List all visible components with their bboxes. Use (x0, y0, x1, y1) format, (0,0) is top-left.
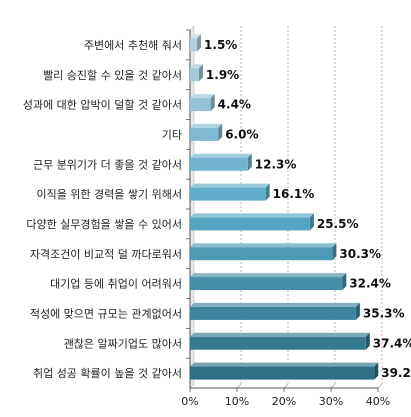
category-label: 대기업 등에 취업이 어려워서 (50, 278, 182, 291)
bar (190, 38, 198, 52)
bar (190, 247, 333, 261)
data-label: 1.5% (204, 38, 237, 52)
data-label: 35.3% (363, 306, 405, 320)
bar (190, 127, 219, 141)
x-gridline-floor (236, 383, 242, 389)
bar (190, 277, 343, 291)
bar (190, 157, 248, 171)
category-label: 자격조건이 비교적 덜 까다로워서 (30, 248, 182, 261)
bar-top-face (190, 332, 370, 337)
bar-end-face (355, 302, 360, 320)
bar-top-face (190, 183, 270, 188)
bar-end-face (198, 64, 203, 82)
x-tick-label: 40% (366, 395, 390, 408)
bar (190, 98, 211, 112)
bar-top-face (190, 123, 223, 128)
data-label: 37.4% (373, 336, 411, 350)
category-label: 근무 분위기가 더 좋을 것 같아서 (33, 158, 182, 171)
bar-top-face (190, 213, 314, 218)
bar (190, 306, 356, 320)
category-label: 적성에 맞으면 규모는 관계없어서 (30, 307, 182, 320)
bar-top-face (190, 362, 379, 367)
data-label: 30.3% (339, 247, 381, 261)
category-label: 이직을 위한 경력을 쌓기 위해서 (36, 187, 182, 201)
data-label: 16.1% (273, 187, 315, 201)
category-label: 성과에 대한 압박이 덜할 것 같아서 (23, 99, 182, 112)
bar-top-face (190, 34, 202, 39)
bar-end-face (332, 243, 337, 261)
bar-top-face (190, 153, 252, 158)
data-label: 4.4% (218, 98, 251, 112)
data-label: 12.3% (255, 157, 297, 171)
bar-end-face (342, 273, 347, 291)
bar (190, 217, 310, 231)
bar-end-face (218, 123, 223, 141)
bar-end-face (365, 332, 370, 350)
bar-end-face (265, 183, 270, 201)
bar-top-face (190, 302, 360, 307)
category-label: 주변에서 추천해 줘서 (84, 38, 182, 52)
bar-top-face (190, 94, 215, 99)
category-label: 괜찮은 알짜기업도 많아서 (64, 336, 182, 350)
bar-top-face (190, 243, 337, 248)
x-tick-label: 10% (225, 395, 249, 408)
category-label: 빨리 승진할 수 있을 것 같아서 (43, 69, 182, 82)
bar (190, 366, 375, 380)
data-label: 39.2% (381, 366, 411, 380)
bar-end-face (210, 94, 215, 112)
bar (190, 187, 266, 201)
bar-top-face (190, 64, 203, 69)
category-label: 기타 (162, 128, 182, 141)
bar-top-face (190, 273, 347, 278)
data-label: 32.4% (349, 277, 391, 291)
x-tick-label: 30% (319, 395, 343, 408)
x-gridline-floor (330, 383, 336, 389)
bar (190, 68, 199, 82)
bar-end-face (247, 153, 252, 171)
x-gridline-floor (283, 383, 289, 389)
x-gridline-floor (377, 383, 383, 389)
bar-end-face (374, 362, 379, 380)
x-tick-label: 0% (181, 395, 198, 408)
data-label: 6.0% (225, 127, 258, 141)
bar (190, 336, 366, 350)
category-label: 취업 성공 확률이 높을 것 같아서 (33, 367, 182, 380)
bar-end-face (197, 34, 202, 52)
data-label: 1.9% (206, 68, 239, 82)
data-label: 25.5% (317, 217, 359, 231)
bar-end-face (309, 213, 314, 231)
category-label: 다양한 실무경험을 쌓을 수 있어서 (26, 218, 182, 231)
x-tick-label: 20% (272, 395, 296, 408)
